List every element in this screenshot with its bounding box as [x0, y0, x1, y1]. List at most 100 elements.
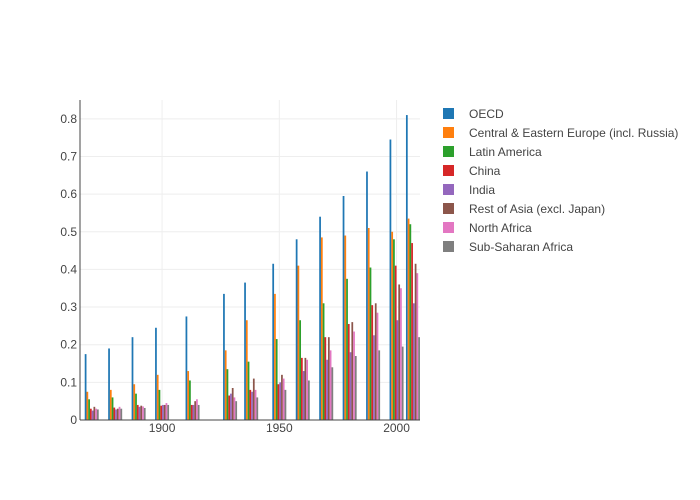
bar-india[interactable] — [138, 406, 141, 420]
bar-north-africa[interactable] — [196, 399, 198, 420]
bar-sub-saharan-africa[interactable] — [120, 408, 123, 420]
bar-sub-saharan-africa[interactable] — [401, 346, 404, 420]
bar-rest-of-asia-excl-japan[interactable] — [281, 374, 283, 420]
bar-latin-america[interactable] — [275, 339, 278, 420]
bar-central-eastern-europe-incl-russia[interactable] — [156, 374, 159, 420]
bar-rest-of-asia-excl-japan[interactable] — [93, 406, 96, 420]
bar-china[interactable] — [113, 407, 116, 420]
bar-oecd[interactable] — [244, 282, 246, 420]
bar-china[interactable] — [249, 389, 252, 420]
bar-latin-america[interactable] — [111, 397, 114, 420]
bar-latin-america[interactable] — [247, 361, 250, 420]
bar-north-africa[interactable] — [416, 273, 419, 420]
bar-rest-of-asia-excl-japan[interactable] — [116, 408, 119, 420]
bar-central-eastern-europe-incl-russia[interactable] — [245, 320, 248, 420]
bar-sub-saharan-africa[interactable] — [197, 404, 200, 420]
bar-china[interactable] — [160, 405, 163, 420]
bar-oecd[interactable] — [405, 115, 408, 420]
bar-north-africa[interactable] — [306, 359, 309, 420]
bar-rest-of-asia-excl-japan[interactable] — [140, 405, 143, 420]
legend-item[interactable]: India — [443, 183, 495, 197]
bar-central-eastern-europe-incl-russia[interactable] — [187, 371, 190, 420]
bar-central-eastern-europe-incl-russia[interactable] — [391, 231, 394, 420]
legend-item[interactable]: China — [443, 164, 501, 178]
bar-oecd[interactable] — [131, 337, 134, 420]
bar-oecd[interactable] — [295, 239, 298, 420]
bar-north-africa[interactable] — [142, 406, 144, 420]
legend-item[interactable]: Central & Eastern Europe (incl. Russia) — [443, 126, 678, 140]
bar-india[interactable] — [302, 371, 305, 420]
bar-rest-of-asia-excl-japan[interactable] — [231, 388, 234, 420]
bar-china[interactable] — [371, 305, 374, 420]
bar-india[interactable] — [230, 393, 232, 420]
bar-north-africa[interactable] — [165, 403, 168, 420]
bar-oecd[interactable] — [366, 171, 368, 420]
bar-north-africa[interactable] — [95, 408, 97, 420]
bar-oecd[interactable] — [342, 196, 345, 420]
bar-china[interactable] — [347, 324, 350, 420]
bar-india[interactable] — [326, 359, 328, 420]
bar-latin-america[interactable] — [409, 224, 412, 420]
bar-central-eastern-europe-incl-russia[interactable] — [320, 237, 323, 420]
bar-sub-saharan-africa[interactable] — [331, 367, 334, 420]
bar-north-africa[interactable] — [376, 312, 379, 420]
bar-sub-saharan-africa[interactable] — [167, 404, 170, 420]
bar-rest-of-asia-excl-japan[interactable] — [327, 337, 330, 420]
bar-north-africa[interactable] — [118, 406, 121, 420]
bar-india[interactable] — [396, 320, 399, 420]
bar-latin-america[interactable] — [322, 303, 325, 420]
bar-central-eastern-europe-incl-russia[interactable] — [344, 235, 347, 420]
legend[interactable]: OECD Central & Eastern Europe (incl. Russ… — [443, 107, 678, 254]
bar-rest-of-asia-excl-japan[interactable] — [252, 378, 255, 420]
bar-rest-of-asia-excl-japan[interactable] — [163, 404, 166, 420]
bar-rest-of-asia-excl-japan[interactable] — [374, 303, 377, 420]
bar-latin-america[interactable] — [369, 267, 372, 420]
bar-north-africa[interactable] — [282, 378, 285, 420]
bar-central-eastern-europe-incl-russia[interactable] — [109, 389, 112, 420]
bar-china[interactable] — [89, 408, 92, 420]
bar-india[interactable] — [192, 404, 195, 420]
bar-india[interactable] — [251, 391, 253, 420]
bar-rest-of-asia-excl-japan[interactable] — [414, 263, 417, 420]
bar-china[interactable] — [190, 404, 193, 420]
bar-oecd[interactable] — [108, 348, 110, 420]
bar-india[interactable] — [279, 382, 282, 420]
bar-rest-of-asia-excl-japan[interactable] — [194, 401, 197, 420]
bar-sub-saharan-africa[interactable] — [308, 380, 310, 420]
bar-north-africa[interactable] — [233, 397, 236, 420]
bar-china[interactable] — [324, 337, 327, 420]
bar-central-eastern-europe-incl-russia[interactable] — [407, 218, 410, 420]
bar-china[interactable] — [411, 243, 413, 420]
bar-india[interactable] — [115, 409, 117, 420]
bar-central-eastern-europe-incl-russia[interactable] — [367, 228, 370, 420]
bar-central-eastern-europe-incl-russia[interactable] — [133, 384, 136, 420]
bar-latin-america[interactable] — [346, 278, 348, 420]
legend-item[interactable]: North Africa — [443, 221, 532, 235]
bar-north-africa[interactable] — [254, 389, 257, 420]
bar-sub-saharan-africa[interactable] — [96, 409, 99, 420]
bar-latin-america[interactable] — [135, 393, 137, 420]
bar-central-eastern-europe-incl-russia[interactable] — [86, 391, 89, 420]
bar-north-africa[interactable] — [400, 288, 402, 420]
bar-china[interactable] — [394, 265, 397, 420]
bar-china[interactable] — [228, 395, 231, 420]
bar-latin-america[interactable] — [226, 369, 229, 420]
bar-north-africa[interactable] — [353, 331, 355, 420]
bar-rest-of-asia-excl-japan[interactable] — [351, 322, 354, 420]
legend-item[interactable]: OECD — [443, 107, 504, 121]
bar-oecd[interactable] — [389, 139, 392, 420]
bar-china[interactable] — [301, 357, 303, 420]
bar-india[interactable] — [349, 352, 352, 420]
bar-north-africa[interactable] — [329, 350, 332, 420]
bar-oecd[interactable] — [185, 316, 188, 420]
bar-latin-america[interactable] — [158, 389, 161, 420]
bar-oecd[interactable] — [319, 216, 321, 420]
bar-india[interactable] — [91, 410, 94, 420]
bar-sub-saharan-africa[interactable] — [235, 401, 238, 420]
bar-sub-saharan-africa[interactable] — [354, 356, 357, 420]
bar-india[interactable] — [412, 303, 415, 420]
bar-central-eastern-europe-incl-russia[interactable] — [224, 350, 227, 420]
bar-oecd[interactable] — [272, 263, 275, 420]
bar-sub-saharan-africa[interactable] — [418, 337, 420, 420]
bar-rest-of-asia-excl-japan[interactable] — [398, 284, 401, 420]
